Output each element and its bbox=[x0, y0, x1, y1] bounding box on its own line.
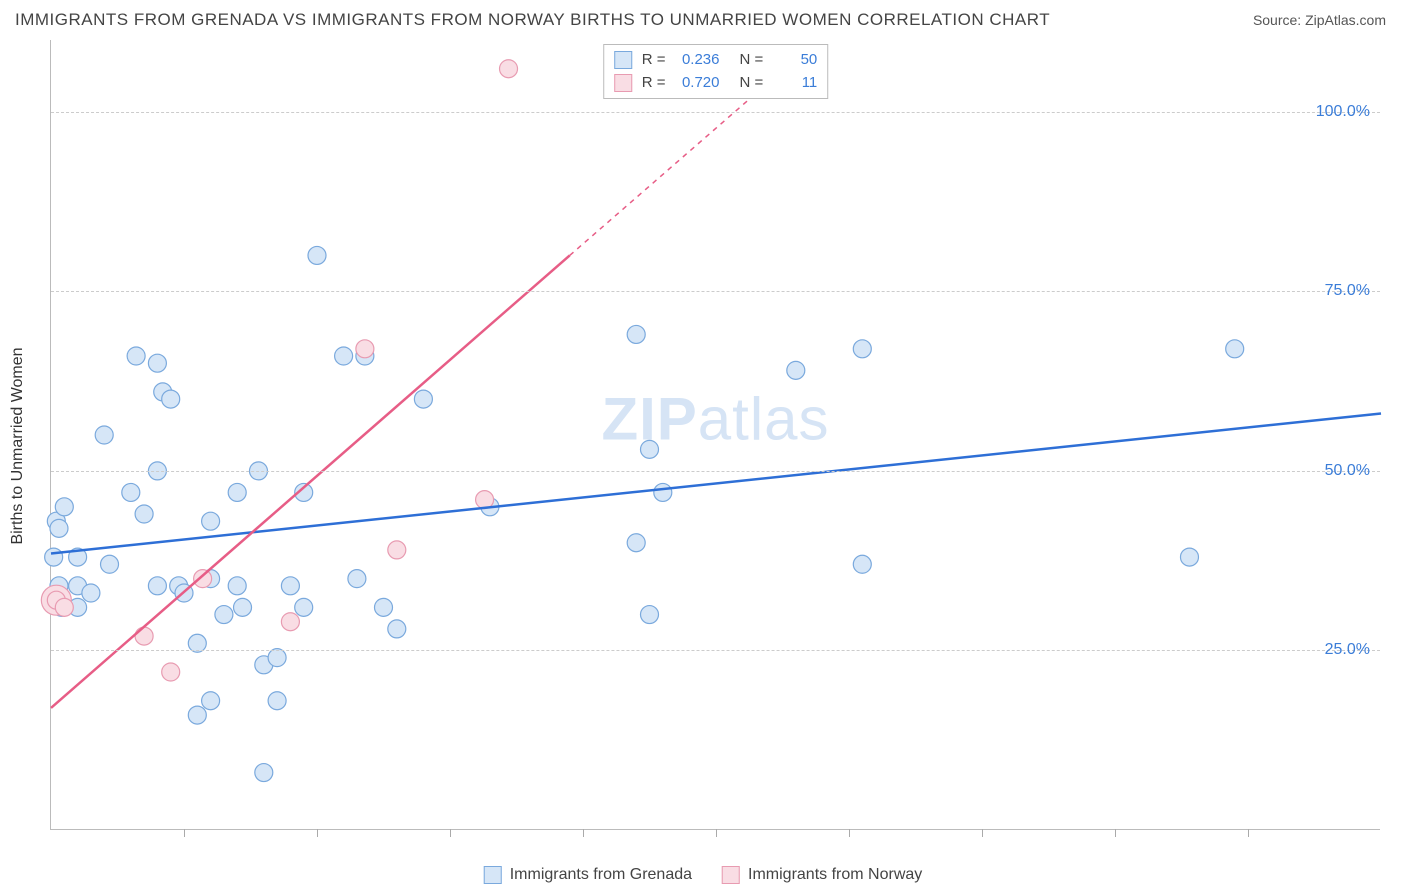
legend-swatch bbox=[484, 866, 502, 884]
y-tick-label: 50.0% bbox=[1325, 462, 1370, 480]
x-tick bbox=[849, 829, 850, 837]
chart-title: IMMIGRANTS FROM GRENADA VS IMMIGRANTS FR… bbox=[15, 10, 1050, 30]
source-label: Source: bbox=[1253, 12, 1301, 28]
scatter-point bbox=[55, 598, 73, 616]
n-value: 50 bbox=[773, 49, 817, 72]
legend-item: Immigrants from Norway bbox=[722, 866, 922, 884]
scatter-point bbox=[101, 555, 119, 573]
n-label: N = bbox=[740, 72, 764, 95]
scatter-point bbox=[50, 519, 68, 537]
scatter-point bbox=[641, 440, 659, 458]
legend-stat-row: R = 0.236 N = 50 bbox=[614, 49, 818, 72]
scatter-point bbox=[853, 340, 871, 358]
scatter-point bbox=[135, 505, 153, 523]
y-axis-label: Births to Unmarried Women bbox=[9, 347, 27, 544]
scatter-point bbox=[202, 692, 220, 710]
scatter-point bbox=[95, 426, 113, 444]
scatter-point bbox=[82, 584, 100, 602]
r-label: R = bbox=[642, 49, 666, 72]
scatter-point bbox=[234, 598, 252, 616]
scatter-point bbox=[135, 627, 153, 645]
scatter-point bbox=[228, 483, 246, 501]
scatter-point bbox=[308, 246, 326, 264]
scatter-point bbox=[853, 555, 871, 573]
r-label: R = bbox=[642, 72, 666, 95]
scatter-point bbox=[654, 483, 672, 501]
gridline-h bbox=[51, 291, 1380, 292]
scatter-point bbox=[627, 325, 645, 343]
chart-svg bbox=[51, 40, 1380, 829]
x-tick bbox=[450, 829, 451, 837]
legend-swatch bbox=[722, 866, 740, 884]
y-tick-label: 25.0% bbox=[1325, 641, 1370, 659]
scatter-point bbox=[148, 354, 166, 372]
scatter-point bbox=[641, 606, 659, 624]
scatter-point bbox=[627, 534, 645, 552]
legend-swatch bbox=[614, 74, 632, 92]
legend-stat-row: R = 0.720 N = 11 bbox=[614, 72, 818, 95]
legend-swatch bbox=[614, 51, 632, 69]
r-value: 0.236 bbox=[676, 49, 720, 72]
scatter-point bbox=[188, 706, 206, 724]
scatter-point bbox=[255, 764, 273, 782]
scatter-point bbox=[335, 347, 353, 365]
scatter-point bbox=[500, 60, 518, 78]
scatter-point bbox=[414, 390, 432, 408]
gridline-h bbox=[51, 471, 1380, 472]
scatter-point bbox=[388, 541, 406, 559]
scatter-point bbox=[1226, 340, 1244, 358]
y-tick-label: 75.0% bbox=[1325, 282, 1370, 300]
scatter-point bbox=[268, 692, 286, 710]
scatter-point bbox=[281, 613, 299, 631]
scatter-point bbox=[162, 390, 180, 408]
scatter-point bbox=[295, 598, 313, 616]
scatter-point bbox=[148, 577, 166, 595]
scatter-point bbox=[202, 512, 220, 530]
x-tick bbox=[716, 829, 717, 837]
scatter-point bbox=[281, 577, 299, 595]
source-credit: Source: ZipAtlas.com bbox=[1253, 12, 1386, 28]
scatter-point bbox=[194, 570, 212, 588]
x-tick bbox=[1115, 829, 1116, 837]
scatter-point bbox=[228, 577, 246, 595]
scatter-point bbox=[375, 598, 393, 616]
scatter-point bbox=[215, 606, 233, 624]
scatter-point bbox=[122, 483, 140, 501]
legend-label: Immigrants from Grenada bbox=[510, 866, 692, 884]
gridline-h bbox=[51, 650, 1380, 651]
scatter-point bbox=[348, 570, 366, 588]
x-tick bbox=[583, 829, 584, 837]
x-tick bbox=[1248, 829, 1249, 837]
trend-line bbox=[51, 255, 570, 707]
legend-series: Immigrants from Grenada Immigrants from N… bbox=[484, 866, 923, 884]
scatter-point bbox=[1180, 548, 1198, 566]
n-value: 11 bbox=[773, 72, 817, 95]
r-value: 0.720 bbox=[676, 72, 720, 95]
scatter-point bbox=[162, 663, 180, 681]
legend-item: Immigrants from Grenada bbox=[484, 866, 692, 884]
legend-stats: R = 0.236 N = 50 R = 0.720 N = 11 bbox=[603, 44, 829, 99]
legend-label: Immigrants from Norway bbox=[748, 866, 922, 884]
x-tick bbox=[317, 829, 318, 837]
scatter-point bbox=[356, 340, 374, 358]
scatter-point bbox=[127, 347, 145, 365]
scatter-point bbox=[45, 548, 63, 566]
source-value: ZipAtlas.com bbox=[1305, 12, 1386, 28]
scatter-point bbox=[787, 361, 805, 379]
scatter-point bbox=[388, 620, 406, 638]
scatter-point bbox=[55, 498, 73, 516]
y-tick-label: 100.0% bbox=[1316, 103, 1370, 121]
x-tick bbox=[982, 829, 983, 837]
x-tick bbox=[184, 829, 185, 837]
n-label: N = bbox=[740, 49, 764, 72]
gridline-h bbox=[51, 112, 1380, 113]
plot-area: ZIPatlas R =0.236N =50R =0.720N =11 25.0… bbox=[50, 40, 1380, 830]
